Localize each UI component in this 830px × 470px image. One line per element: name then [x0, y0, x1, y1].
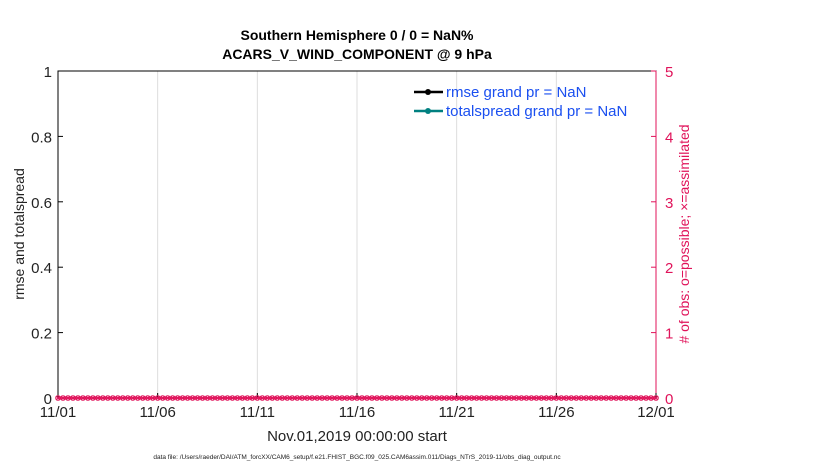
y2-tick-label: 1: [665, 326, 673, 343]
legend-label-totalspread: totalspread grand pr = NaN: [446, 103, 627, 120]
legend-marker-rmse: [425, 89, 431, 95]
legend-marker-totalspread: [425, 108, 431, 114]
x-tick-label: 11/26: [538, 404, 574, 421]
x-tick-label: 11/21: [438, 404, 474, 421]
y2-tick-label: 5: [665, 64, 673, 81]
y-axis-label: rmse and totalspread: [11, 168, 27, 300]
y2-tick-label: 3: [665, 195, 673, 212]
y2-tick-label: 2: [665, 260, 673, 277]
y-tick-label: 1: [44, 64, 52, 81]
x-tick-label: 11/16: [339, 404, 375, 421]
legend-label-rmse: rmse grand pr = NaN: [446, 84, 586, 101]
x-tick-label: 11/11: [240, 404, 275, 421]
legend: rmse grand pr = NaN totalspread grand pr…: [414, 84, 627, 120]
y-tick-label: 0.6: [31, 195, 52, 212]
grid: [157, 71, 557, 398]
x-tick-label: 12/01: [637, 404, 675, 421]
y2-axis-label: # of obs: o=possible; ×=assimilated: [676, 124, 692, 343]
y2-tick-label: 0: [665, 391, 673, 408]
y-tick-label: 0.8: [31, 129, 52, 146]
x-tick-label: 11/06: [139, 404, 175, 421]
x-tick-label: 11/01: [40, 404, 76, 421]
chart-title-line1: Southern Hemisphere 0 / 0 = NaN%: [240, 27, 474, 43]
footnote: data file: /Users/raeder/DAI/ATM_forcXX/…: [153, 454, 561, 461]
x-axis-label: Nov.01,2019 00:00:00 start: [267, 428, 448, 445]
y-tick-label: 0.4: [31, 260, 52, 277]
y-tick-label: 0.2: [31, 326, 52, 343]
y2-tick-label: 4: [665, 129, 673, 146]
y-tick-label: 0: [44, 391, 52, 408]
chart-title-line2: ACARS_V_WIND_COMPONENT @ 9 hPa: [222, 46, 492, 62]
